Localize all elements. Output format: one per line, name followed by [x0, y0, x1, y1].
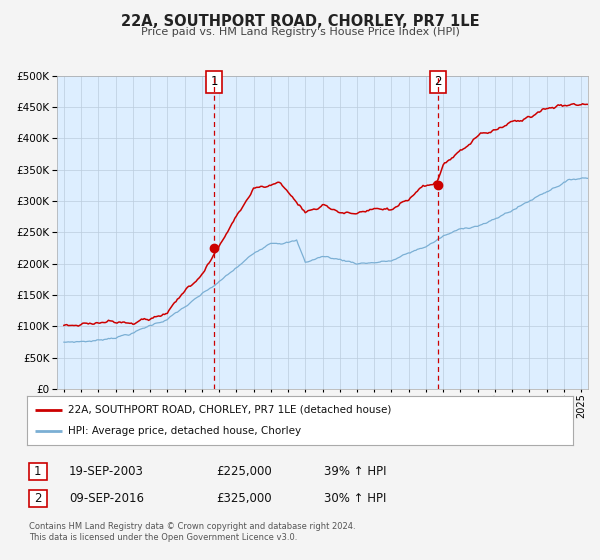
- Text: 22A, SOUTHPORT ROAD, CHORLEY, PR7 1LE (detached house): 22A, SOUTHPORT ROAD, CHORLEY, PR7 1LE (d…: [68, 405, 391, 415]
- Text: Price paid vs. HM Land Registry's House Price Index (HPI): Price paid vs. HM Land Registry's House …: [140, 27, 460, 37]
- Text: 1: 1: [211, 76, 218, 88]
- Text: 2: 2: [434, 76, 442, 88]
- Text: 2: 2: [34, 492, 41, 505]
- Text: Contains HM Land Registry data © Crown copyright and database right 2024.: Contains HM Land Registry data © Crown c…: [29, 522, 355, 531]
- Text: 22A, SOUTHPORT ROAD, CHORLEY, PR7 1LE: 22A, SOUTHPORT ROAD, CHORLEY, PR7 1LE: [121, 14, 479, 29]
- Text: This data is licensed under the Open Government Licence v3.0.: This data is licensed under the Open Gov…: [29, 533, 297, 542]
- Text: £325,000: £325,000: [216, 492, 272, 505]
- Text: HPI: Average price, detached house, Chorley: HPI: Average price, detached house, Chor…: [68, 426, 301, 436]
- Text: 09-SEP-2016: 09-SEP-2016: [69, 492, 144, 505]
- Text: 1: 1: [34, 465, 41, 478]
- Text: 30% ↑ HPI: 30% ↑ HPI: [324, 492, 386, 505]
- Text: 19-SEP-2003: 19-SEP-2003: [69, 465, 144, 478]
- Text: £225,000: £225,000: [216, 465, 272, 478]
- Text: 39% ↑ HPI: 39% ↑ HPI: [324, 465, 386, 478]
